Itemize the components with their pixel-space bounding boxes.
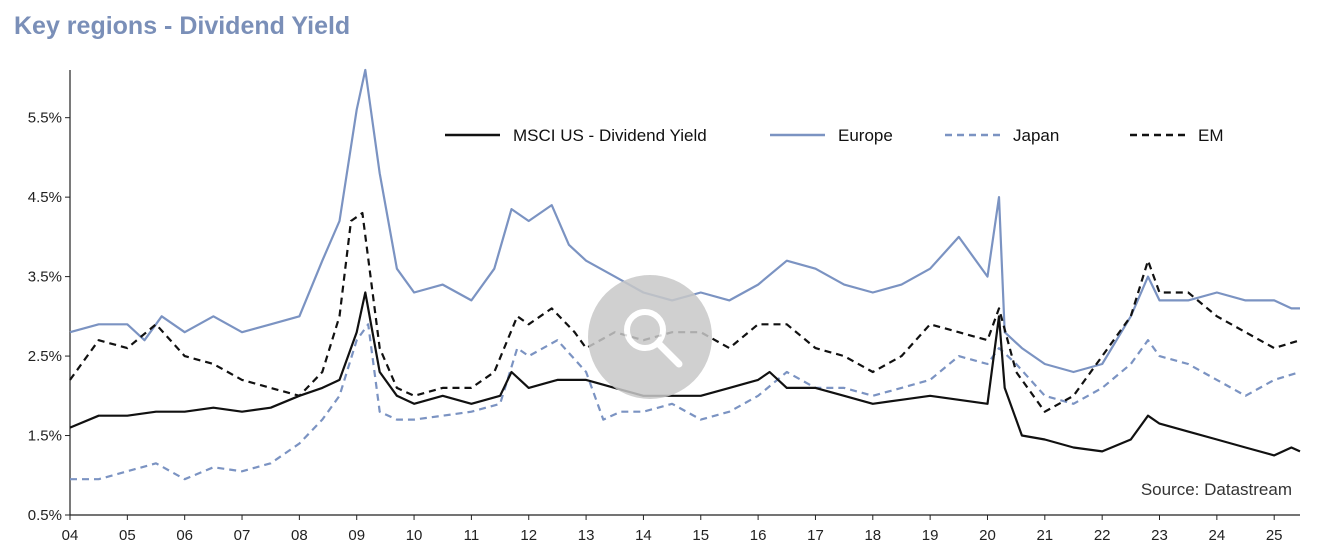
x-tick-label: 04	[62, 527, 79, 544]
x-tick-label: 06	[176, 527, 193, 544]
legend: MSCI US - Dividend Yield Europe Japan EM	[445, 126, 1224, 145]
series-line-msci-us-dividend-yield	[69, 291, 1301, 457]
x-tick-label: 13	[578, 527, 595, 544]
x-tick-label: 17	[807, 527, 824, 544]
x-tick-label: 11	[464, 527, 480, 544]
axes: 5.5% 4.5% 3.5% 2.5% 1.5% 0.5%04 05 06 07 08 09 10 11…	[28, 70, 1300, 544]
y-tick-label: 4.5%	[28, 189, 62, 206]
magnifier-icon	[624, 309, 666, 351]
legend-label: Europe	[838, 126, 893, 145]
x-tick-label: 16	[750, 527, 767, 544]
x-tick-label: 24	[1209, 527, 1226, 544]
x-tick-label: 25	[1266, 527, 1283, 544]
x-tick-label: 18	[864, 527, 881, 544]
x-tick-label: 07	[234, 527, 251, 544]
legend-label: MSCI US - Dividend Yield	[513, 126, 707, 145]
y-tick-label: 3.5%	[28, 269, 62, 286]
x-tick-label: 09	[348, 527, 365, 544]
series-line-japan	[70, 323, 1301, 481]
x-tick-label: 12	[520, 527, 537, 544]
y-tick-label: 2.5%	[28, 348, 62, 365]
chart-title: Key regions - Dividend Yield	[14, 12, 351, 40]
x-tick-label: 14	[635, 527, 652, 544]
x-tick-label: 21	[1036, 527, 1053, 544]
zoom-overlay[interactable]	[588, 275, 712, 399]
x-tick-label: 19	[922, 527, 939, 544]
zoom-overlay-circle	[588, 275, 712, 399]
legend-label: EM	[1198, 126, 1224, 145]
y-tick-label: 0.5%	[28, 507, 62, 524]
x-tick-label: 05	[119, 527, 136, 544]
y-tick-label: 5.5%	[28, 110, 62, 127]
x-tick-label: 08	[291, 527, 308, 544]
x-tick-label: 10	[406, 527, 423, 544]
x-tick-label: 20	[979, 527, 996, 544]
x-tick-label: 22	[1094, 527, 1111, 544]
legend-label: Japan	[1013, 126, 1059, 145]
y-tick-label: 1.5%	[28, 428, 62, 445]
x-tick-label: 23	[1151, 527, 1168, 544]
magnifier-handle-icon	[654, 339, 683, 368]
x-tick-label: 15	[692, 527, 709, 544]
source-note: Source: Datastream	[1141, 480, 1292, 499]
